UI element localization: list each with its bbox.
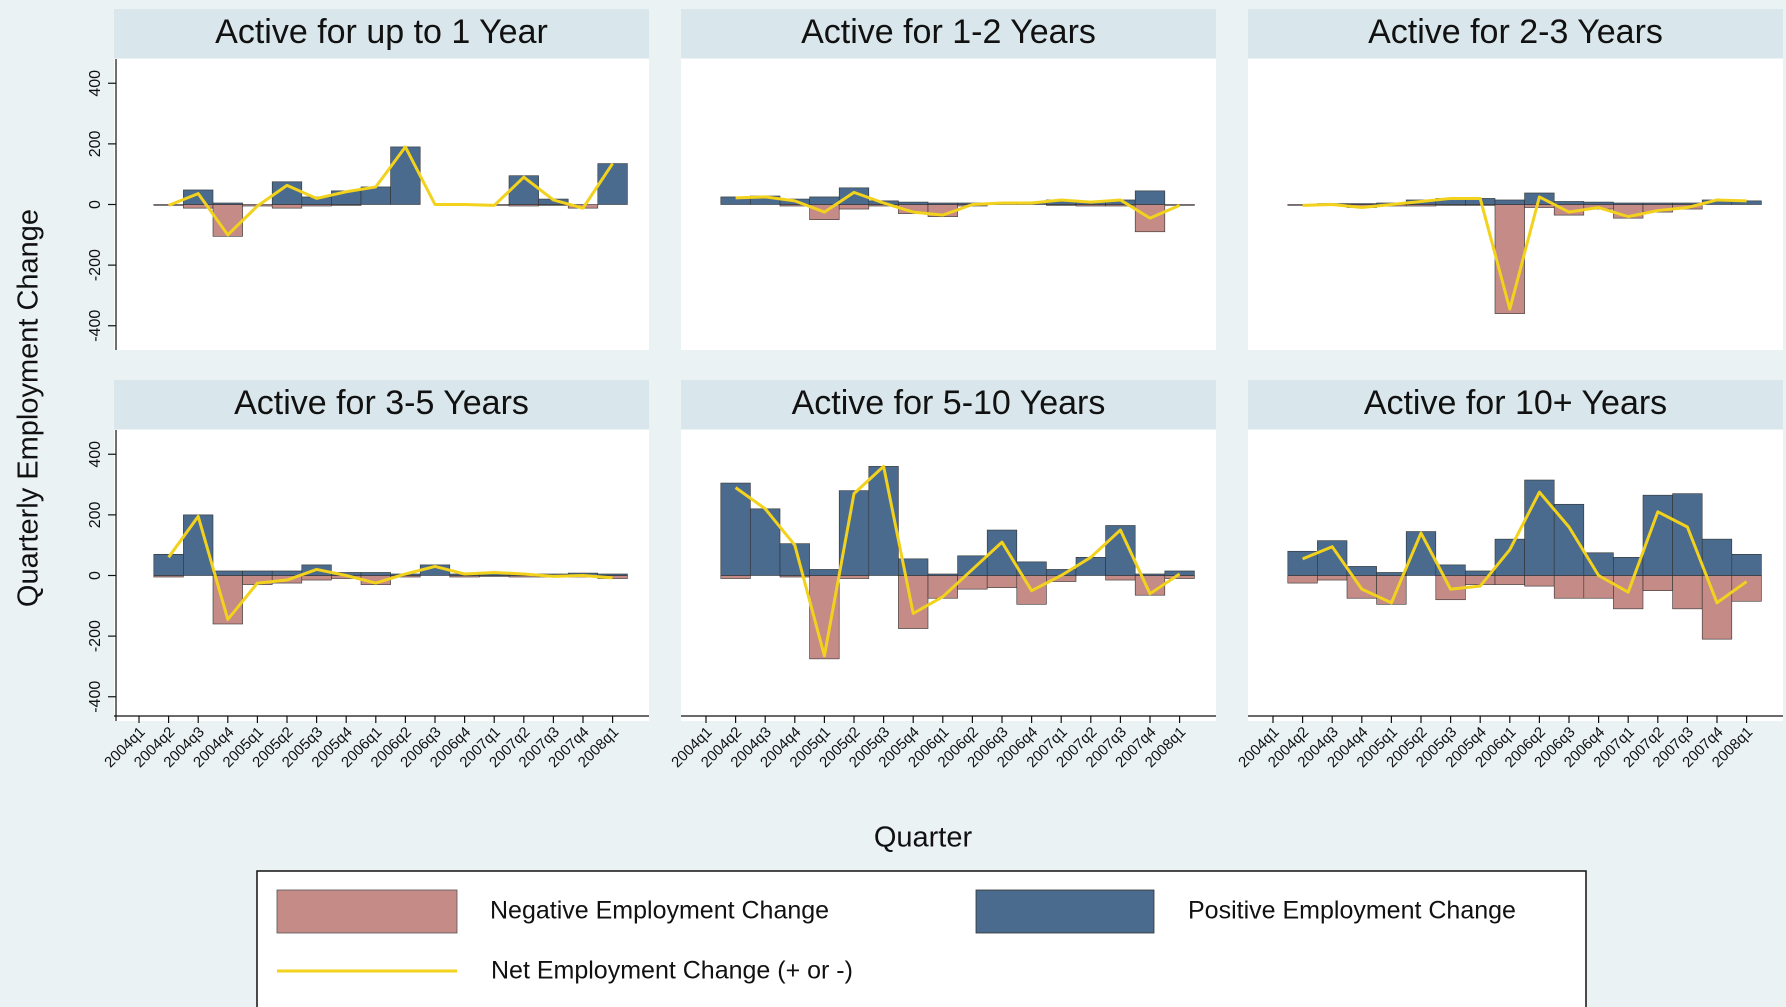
positive-bar: [898, 201, 929, 205]
negative-bar: [1701, 575, 1733, 640]
positive-bar: [1553, 201, 1585, 205]
panel-title: Active for 5-10 Years: [792, 384, 1106, 422]
positive-bar: [597, 163, 628, 205]
legend-label: Negative Employment Change: [490, 897, 829, 925]
positive-bar: [927, 202, 958, 205]
positive-bar: [153, 553, 184, 576]
negative-bar: [838, 204, 870, 210]
panel-strip: [681, 9, 1216, 58]
negative-bar: [1524, 575, 1555, 587]
net-line: [167, 514, 613, 621]
positive-bar: [1731, 553, 1762, 576]
positive-bar: [1642, 202, 1673, 205]
y-axis-title: Quarterly Employment Change: [13, 209, 45, 607]
positive-bar: [360, 572, 391, 576]
panel-strip: [681, 380, 1216, 429]
net-line: [735, 190, 1181, 220]
positive-bar: [1134, 190, 1166, 205]
y-tick-label: 400: [87, 70, 104, 97]
negative-bar: [301, 575, 332, 581]
negative-bar: [1465, 575, 1496, 585]
positive-bar: [1701, 538, 1733, 576]
panel-strip: [1248, 380, 1783, 429]
negative-bar: [898, 575, 929, 629]
y-tick-label: 400: [87, 441, 104, 468]
positive-bar: [1494, 199, 1525, 205]
positive-bar: [390, 146, 421, 205]
y-tick-label: -200: [87, 249, 104, 281]
legend-swatch: [975, 889, 1155, 934]
positive-bar: [1435, 564, 1466, 576]
positive-bar: [1642, 494, 1673, 576]
y-tick-label: -400: [87, 681, 104, 713]
negative-bar: [986, 575, 1018, 588]
positive-bar: [1287, 550, 1318, 576]
net-line: [1302, 195, 1747, 311]
negative-bar: [1583, 575, 1614, 599]
negative-bar: [1524, 204, 1555, 208]
negative-bar: [1105, 575, 1136, 581]
positive-bar: [1613, 202, 1644, 205]
panel-title: Active for 3-5 Years: [234, 384, 529, 422]
net-line: [1302, 490, 1748, 605]
y-tick-label: 200: [87, 130, 104, 157]
positive-bar: [1346, 566, 1377, 576]
panel-strip: [1248, 9, 1783, 58]
negative-bar: [1164, 204, 1195, 206]
y-tick-label: 0: [87, 571, 104, 580]
positive-bar: [1075, 557, 1106, 576]
y-tick-label: -400: [87, 310, 104, 342]
legend-swatch: [276, 889, 458, 934]
negative-bar: [1287, 575, 1318, 584]
legend-label: Positive Employment Change: [1188, 897, 1516, 925]
panel-strip: [114, 380, 649, 429]
legend-label: Net Employment Change (+ or -): [491, 957, 853, 985]
negative-bar: [838, 575, 870, 579]
negative-bar: [1731, 575, 1762, 602]
negative-bar: [271, 204, 303, 209]
negative-bar: [1317, 575, 1348, 581]
positive-bar: [720, 482, 751, 576]
positive-bar: [1583, 201, 1614, 205]
positive-bar: [809, 569, 840, 576]
positive-bar: [838, 490, 870, 576]
positive-bar: [242, 570, 273, 576]
y-tick-label: 0: [87, 200, 104, 209]
positive-bar: [750, 508, 781, 576]
positive-bar: [1524, 479, 1555, 576]
x-axis-title: Quarter: [874, 822, 973, 854]
positive-bar: [212, 570, 243, 576]
negative-bar: [1494, 204, 1525, 314]
positive-bar: [212, 202, 243, 205]
positive-bar: [597, 573, 628, 576]
negative-bar: [1642, 575, 1673, 591]
negative-bar: [720, 575, 751, 579]
panel-title: Active for 2-3 Years: [1368, 13, 1663, 51]
panel-title: Active for 10+ Years: [1364, 384, 1667, 422]
negative-bar: [1553, 575, 1585, 599]
positive-bar: [1672, 493, 1703, 576]
negative-bar: [1672, 575, 1703, 610]
panel-title: Active for up to 1 Year: [215, 13, 548, 51]
positive-bar: [1731, 200, 1762, 205]
legend-box: [256, 870, 1587, 1007]
negative-bar: [1164, 575, 1195, 579]
net-line: [734, 464, 1181, 658]
positive-bar: [927, 573, 958, 576]
net-line: [168, 145, 614, 237]
y-tick-label: 200: [87, 501, 104, 528]
positive-bar: [1346, 203, 1377, 205]
panel-title: Active for 1-2 Years: [801, 13, 1096, 51]
positive-bar: [508, 175, 539, 205]
positive-bar: [809, 196, 840, 205]
positive-bar: [1494, 538, 1525, 576]
negative-bar: [1494, 575, 1525, 585]
panel-strip: [114, 9, 649, 58]
positive-bar: [183, 514, 214, 576]
positive-bar: [183, 189, 214, 205]
y-tick-label: -200: [87, 620, 104, 652]
